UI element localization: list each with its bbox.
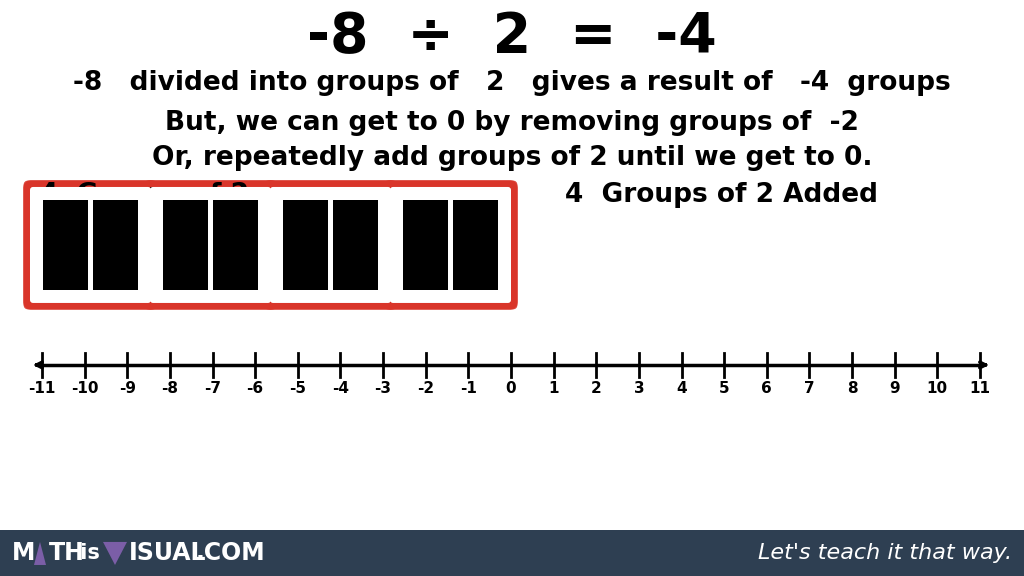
FancyBboxPatch shape — [27, 184, 158, 309]
Text: 2: 2 — [591, 381, 602, 396]
Polygon shape — [34, 542, 46, 565]
Text: 8: 8 — [847, 381, 857, 396]
Text: is: is — [73, 543, 108, 563]
FancyBboxPatch shape — [146, 184, 278, 309]
FancyBboxPatch shape — [24, 182, 155, 308]
Text: 11: 11 — [970, 381, 990, 396]
FancyBboxPatch shape — [25, 180, 156, 306]
Text: .COM: .COM — [196, 541, 265, 565]
Text: 3: 3 — [634, 381, 644, 396]
Text: -7: -7 — [204, 381, 221, 396]
Bar — [93, 200, 138, 290]
Text: -2: -2 — [417, 381, 434, 396]
FancyBboxPatch shape — [24, 180, 155, 306]
FancyBboxPatch shape — [266, 182, 397, 308]
FancyBboxPatch shape — [384, 184, 514, 309]
FancyBboxPatch shape — [25, 182, 156, 308]
Text: -9: -9 — [119, 381, 136, 396]
FancyBboxPatch shape — [30, 187, 151, 303]
Text: But, we can get to 0 by removing groups of  -2: But, we can get to 0 by removing groups … — [165, 110, 859, 136]
FancyBboxPatch shape — [270, 187, 391, 303]
FancyBboxPatch shape — [25, 184, 156, 309]
Text: -11: -11 — [29, 381, 55, 396]
FancyBboxPatch shape — [145, 184, 276, 309]
FancyBboxPatch shape — [386, 180, 517, 306]
FancyBboxPatch shape — [146, 182, 278, 308]
Text: 4  Groups of 2: 4 Groups of 2 — [40, 182, 258, 208]
Text: -10: -10 — [71, 381, 98, 396]
FancyBboxPatch shape — [384, 182, 514, 308]
FancyBboxPatch shape — [384, 180, 514, 306]
Text: 9: 9 — [890, 381, 900, 396]
FancyBboxPatch shape — [143, 182, 274, 308]
Bar — [333, 200, 378, 290]
Bar — [403, 200, 449, 290]
FancyBboxPatch shape — [386, 184, 517, 309]
Text: M: M — [12, 541, 36, 565]
FancyBboxPatch shape — [145, 182, 276, 308]
FancyBboxPatch shape — [146, 180, 278, 306]
FancyBboxPatch shape — [24, 184, 155, 309]
FancyBboxPatch shape — [27, 180, 158, 306]
FancyBboxPatch shape — [263, 182, 394, 308]
Text: Subtracted: Subtracted — [244, 182, 410, 208]
FancyBboxPatch shape — [386, 182, 517, 308]
Text: -4: -4 — [332, 381, 349, 396]
FancyBboxPatch shape — [143, 180, 274, 306]
FancyBboxPatch shape — [27, 182, 158, 308]
Text: -8   divided into groups of   2   gives a result of   -4  groups: -8 divided into groups of 2 gives a resu… — [73, 70, 951, 96]
FancyBboxPatch shape — [385, 180, 516, 306]
FancyBboxPatch shape — [150, 187, 271, 303]
FancyBboxPatch shape — [263, 180, 394, 306]
Bar — [43, 200, 88, 290]
FancyBboxPatch shape — [385, 184, 516, 309]
Text: ISUAL: ISUAL — [129, 541, 207, 565]
Text: 5: 5 — [719, 381, 729, 396]
FancyBboxPatch shape — [145, 180, 276, 306]
FancyBboxPatch shape — [263, 184, 394, 309]
Text: 10: 10 — [927, 381, 948, 396]
FancyBboxPatch shape — [265, 184, 396, 309]
Text: 7: 7 — [804, 381, 815, 396]
Text: 0: 0 — [506, 381, 516, 396]
FancyBboxPatch shape — [390, 187, 511, 303]
Text: 4  Groups of 2 Added: 4 Groups of 2 Added — [565, 182, 878, 208]
Text: -1: -1 — [460, 381, 477, 396]
Bar — [163, 200, 208, 290]
Text: 1: 1 — [549, 381, 559, 396]
Text: TH: TH — [49, 541, 85, 565]
FancyBboxPatch shape — [265, 180, 396, 306]
Bar — [453, 200, 498, 290]
Text: Or, repeatedly add groups of 2 until we get to 0.: Or, repeatedly add groups of 2 until we … — [152, 145, 872, 171]
Bar — [283, 200, 328, 290]
Text: -8: -8 — [162, 381, 178, 396]
Polygon shape — [103, 542, 127, 565]
FancyBboxPatch shape — [385, 182, 516, 308]
Text: -8  ÷  2  =  -4: -8 ÷ 2 = -4 — [307, 10, 717, 64]
FancyBboxPatch shape — [143, 184, 274, 309]
Text: -3: -3 — [375, 381, 391, 396]
FancyBboxPatch shape — [265, 182, 396, 308]
FancyBboxPatch shape — [266, 180, 397, 306]
Text: 6: 6 — [762, 381, 772, 396]
Text: 4: 4 — [676, 381, 687, 396]
Text: -6: -6 — [247, 381, 264, 396]
Bar — [213, 200, 258, 290]
Text: -5: -5 — [290, 381, 306, 396]
FancyBboxPatch shape — [266, 184, 397, 309]
Text: Let's teach it that way.: Let's teach it that way. — [758, 543, 1012, 563]
